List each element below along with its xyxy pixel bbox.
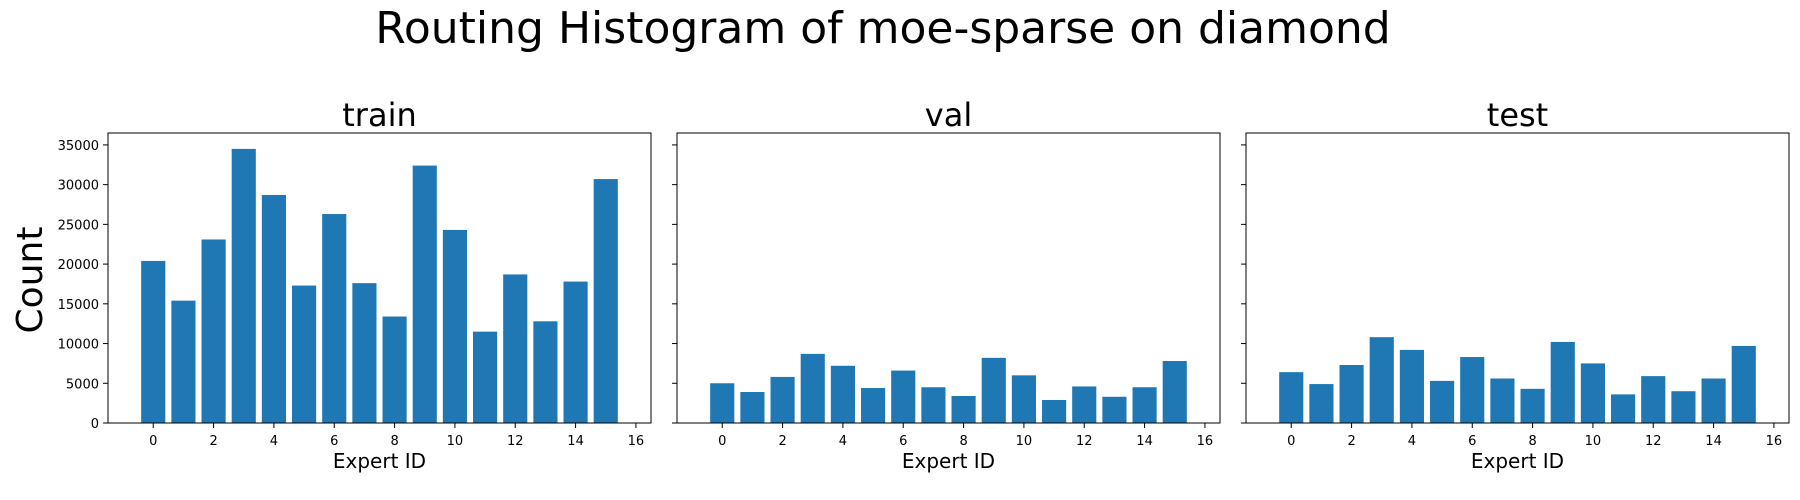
y-tick-label: 35000: [58, 139, 99, 154]
x-tick-label: 16: [1197, 434, 1214, 449]
bar-test-expert-12: [1641, 376, 1666, 423]
x-tick-label: 12: [1076, 434, 1093, 449]
panel-test: 0 2 4 6 8 10 12 14 16 test Expert ID: [1241, 96, 1790, 473]
bar-val-expert-10: [1011, 375, 1036, 423]
x-tick-label: 4: [1408, 434, 1416, 449]
x-tick-label: 10: [447, 434, 464, 449]
bar-train-expert-9: [412, 165, 437, 423]
x-tick-label: 6: [1468, 434, 1476, 449]
figure-title: Routing Histogram of moe-sparse on diamo…: [375, 3, 1390, 54]
y-tick-label: 10000: [58, 338, 99, 353]
plot-frame-train: [107, 132, 652, 424]
bar-test-expert-5: [1430, 380, 1455, 423]
x-tick-label: 2: [209, 434, 217, 449]
bar-val-expert-5: [861, 388, 886, 423]
bar-test-expert-10: [1580, 363, 1605, 423]
y-tick-label: 0: [91, 417, 99, 432]
x-tick-label: 8: [390, 434, 398, 449]
x-tick-label: 0: [1287, 434, 1295, 449]
bar-train-expert-12: [503, 274, 528, 423]
bar-train-expert-14: [563, 281, 588, 423]
bar-test-expert-7: [1490, 378, 1515, 423]
x-tick-label: 8: [959, 434, 967, 449]
x-tick-label: 14: [567, 434, 584, 449]
x-tick-label: 6: [899, 434, 907, 449]
y-tick-label: 15000: [58, 298, 99, 313]
y-tick-label: 25000: [58, 218, 99, 233]
x-tick-label: 14: [1705, 434, 1722, 449]
panel-train: 0 2 4 6 8 10 12 14 16 0 5000 10000 15000 20000 25000 30…: [58, 96, 652, 473]
bar-test-expert-9: [1550, 341, 1575, 423]
x-tick-label: 16: [1766, 434, 1783, 449]
bar-train-expert-3: [231, 148, 256, 423]
bar-val-expert-4: [830, 365, 855, 423]
bar-train-expert-1: [171, 300, 196, 423]
bar-test-expert-8: [1520, 388, 1545, 423]
bar-train-expert-8: [382, 316, 407, 423]
x-tick-label: 10: [1016, 434, 1033, 449]
bar-test-expert-11: [1611, 394, 1636, 423]
y-tick-label: 5000: [66, 377, 99, 392]
bar-test-expert-0: [1279, 372, 1304, 423]
bar-train-expert-15: [593, 179, 618, 423]
plot-frame-val: [676, 132, 1221, 424]
x-tick-label: 10: [1585, 434, 1602, 449]
subplot-title-test: test: [1487, 96, 1548, 134]
x-tick-label: 12: [507, 434, 524, 449]
x-tick-label: 6: [330, 434, 338, 449]
bar-val-expert-2: [770, 376, 795, 423]
bar-train-expert-7: [352, 283, 377, 423]
bar-val-expert-13: [1102, 396, 1127, 423]
x-axis-label-train: Expert ID: [333, 449, 426, 473]
bar-train-expert-4: [261, 194, 286, 423]
panel-val: 0 2 4 6 8 10 12 14 16 val Expert ID: [672, 96, 1221, 473]
y-tick-label: 20000: [58, 258, 99, 273]
bar-val-expert-7: [921, 387, 946, 423]
x-tick-label: 14: [1136, 434, 1153, 449]
bar-train-expert-0: [141, 260, 166, 423]
bar-train-expert-11: [473, 331, 498, 423]
x-tick-label: 0: [718, 434, 726, 449]
bar-val-expert-8: [951, 395, 976, 423]
bar-test-expert-6: [1460, 357, 1485, 423]
x-tick-label: 4: [839, 434, 847, 449]
x-tick-label: 2: [1347, 434, 1355, 449]
bar-test-expert-14: [1701, 378, 1726, 423]
bar-val-expert-14: [1132, 387, 1157, 423]
y-axis-label: Count: [10, 227, 51, 334]
subplot-title-train: train: [342, 96, 416, 134]
bar-test-expert-2: [1339, 365, 1364, 423]
bar-test-expert-15: [1731, 345, 1756, 423]
x-tick-label: 4: [270, 434, 278, 449]
bar-train-expert-2: [201, 239, 226, 423]
bar-train-expert-10: [442, 229, 467, 423]
bar-val-expert-6: [891, 370, 916, 423]
x-axis-label-test: Expert ID: [1471, 449, 1564, 473]
bar-val-expert-12: [1072, 386, 1097, 423]
bar-test-expert-4: [1399, 349, 1424, 423]
bar-val-expert-1: [740, 392, 765, 423]
bar-train-expert-5: [292, 285, 317, 423]
bar-train-expert-6: [322, 214, 347, 423]
bar-test-expert-13: [1671, 391, 1696, 423]
bar-val-expert-3: [800, 353, 825, 423]
x-tick-label: 2: [778, 434, 786, 449]
plot-frame-test: [1245, 132, 1790, 424]
x-axis-label-val: Expert ID: [902, 449, 995, 473]
bar-train-expert-13: [533, 321, 558, 423]
subplot-title-val: val: [925, 96, 972, 134]
x-tick-label: 16: [628, 434, 645, 449]
bar-val-expert-0: [710, 383, 735, 423]
bar-val-expert-11: [1042, 399, 1067, 423]
bar-val-expert-15: [1162, 361, 1187, 423]
x-tick-label: 8: [1528, 434, 1536, 449]
x-tick-label: 0: [149, 434, 157, 449]
bar-test-expert-1: [1309, 384, 1334, 423]
subplot-panels: 0 2 4 6 8 10 12 14 16 0 5000 10000 15000 20000 25000 30…: [58, 96, 1790, 473]
y-tick-label: 30000: [58, 179, 99, 194]
bar-val-expert-9: [981, 357, 1006, 423]
bar-test-expert-3: [1369, 337, 1394, 423]
x-tick-label: 12: [1645, 434, 1662, 449]
